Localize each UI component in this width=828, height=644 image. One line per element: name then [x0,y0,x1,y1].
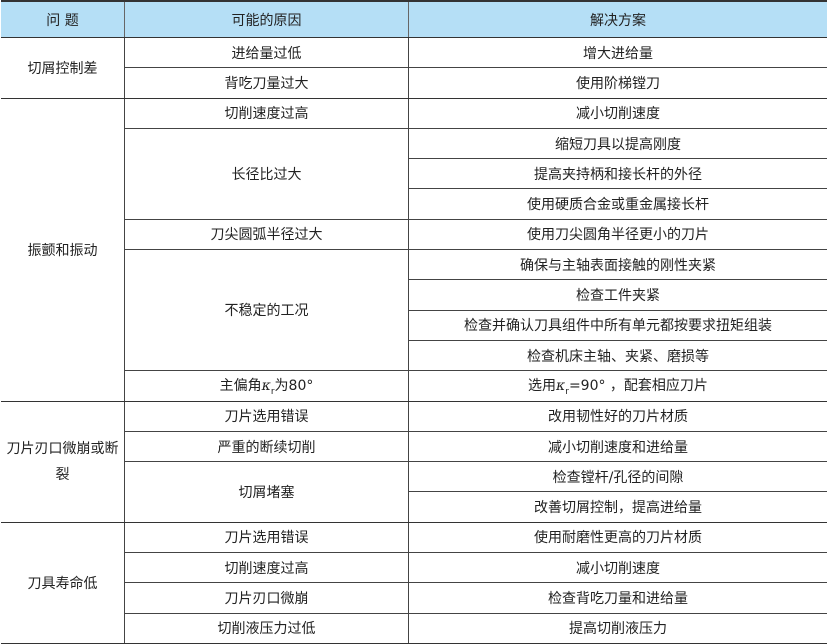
solution-cell: 使用硬质合金或重金属接长杆 [408,188,827,220]
problem-cell: 切屑控制差 [1,37,125,99]
header-cause: 可能的原因 [124,0,409,38]
table-row: 使用硬质合金或重金属接长杆 [1,188,827,220]
solution-cell: 减小切削速度 [408,552,827,584]
problem-cell: 刀片刃口微崩或断裂 [1,401,125,523]
solution-cell: 减小切削速度和进给量 [408,431,827,463]
cause-cell: 刀片刃口微崩 [124,582,409,614]
kappa-symbol: κ [261,378,271,395]
cause-cell: 切屑堵塞 [124,461,409,523]
solution-cell: 使用耐磨性更高的刀片材质 [408,522,827,554]
solution-cell: 缩短刀具以提高刚度 [408,128,827,160]
cause-cell: 刀尖圆弧半径过大 [124,219,409,251]
cause-cell: 进给量过低 [124,37,409,69]
table-row: 提高夹持柄和接长杆的外径 [1,158,827,190]
table-row: 检查工件夹紧 [1,279,827,311]
solution-cell: 减小切削速度 [408,98,827,129]
solution-cell: 检查工件夹紧 [408,279,827,311]
solution-cell: 检查背吃刀量和进给量 [408,582,827,614]
solution-cell: 使用刀尖圆角半径更小的刀片 [408,219,827,251]
solution-cell: 提高夹持柄和接长杆的外径 [408,158,827,190]
kappa-sub: r [565,386,569,397]
cause-cell: 背吃刀量过大 [124,67,409,99]
solution-cell: 检查镗杆/孔径的间隙 [408,461,827,493]
table-row: 长径比过大 缩短刀具以提高刚度 [1,128,827,220]
sol-post: =90° ，配套相应刀片 [568,378,708,395]
cause-cell: 切削液压力过低 [124,613,409,644]
table-row: 背吃刀量过大 使用阶梯镗刀 [1,67,827,99]
solution-cell: 选用κr=90° ，配套相应刀片 [408,370,827,402]
header-problem: 问 题 [1,0,125,38]
table-row: 刀片刃口微崩 检查背吃刀量和进给量 [1,582,827,614]
table-row: 切屑控制差 进给量过低 增大进给量 [1,37,827,99]
header-solution: 解决方案 [408,0,827,38]
table-row: 切削液压力过低 提高切削液压力 [1,613,827,644]
table-row: 刀尖圆弧半径过大 使用刀尖圆角半径更小的刀片 [1,219,827,251]
solution-cell: 使用阶梯镗刀 [408,67,827,99]
cause-pre: 主偏角 [219,378,262,395]
cause-cell: 刀片选用错误 [124,522,409,554]
cause-cell: 刀片选用错误 [124,401,409,432]
cause-cell: 主偏角κr为80° [124,370,409,402]
kappa-sub: r [270,386,275,397]
problem-cell: 刀具寿命低 [1,522,125,644]
solution-cell: 确保与主轴表面接触的刚性夹紧 [408,249,827,281]
cause-cell: 切削速度过高 [124,552,409,584]
cause-cell: 严重的断续切削 [124,431,409,463]
cause-cell: 不稳定的工况 [124,249,409,372]
kappa-symbol: κ [556,378,566,395]
problem-cell: 振颤和振动 [1,98,125,402]
table-row: 检查机床主轴、夹紧、磨损等 [1,340,827,372]
table-row: 切削速度过高 减小切削速度 [1,552,827,584]
solution-cell: 检查并确认刀具组件中所有单元都按要求扭矩组装 [408,310,827,341]
table-row: 严重的断续切削 减小切削速度和进给量 [1,431,827,463]
table-row: 检查并确认刀具组件中所有单元都按要求扭矩组装 [1,310,827,341]
cause-cell: 长径比过大 [124,128,409,220]
cause-cell: 切削速度过高 [124,98,409,129]
cause-post: 为80° [274,378,314,395]
table-row: 刀具寿命低 刀片选用错误 使用耐磨性更高的刀片材质 [1,522,827,644]
solution-cell: 改善切屑控制，提高进给量 [408,491,827,523]
sol-pre: 选用 [528,378,557,395]
header-row: 问 题 可能的原因 解决方案 [1,0,827,38]
table-row: 主偏角κr为80° 选用κr=90° ，配套相应刀片 [1,370,827,402]
table-row: 切屑堵塞 检查镗杆/孔径的间隙 [1,461,827,523]
solution-cell: 检查机床主轴、夹紧、磨损等 [408,340,827,372]
table-row: 刀片刃口微崩或断裂 刀片选用错误 改用韧性好的刀片材质 [1,401,827,523]
solution-cell: 增大进给量 [408,37,827,69]
table-row: 改善切屑控制，提高进给量 [1,491,827,523]
solution-cell: 提高切削液压力 [408,613,827,644]
solution-cell: 改用韧性好的刀片材质 [408,401,827,432]
table-row: 振颤和振动 切削速度过高 减小切削速度 [1,98,827,402]
table-row: 不稳定的工况 确保与主轴表面接触的刚性夹紧 [1,249,827,372]
